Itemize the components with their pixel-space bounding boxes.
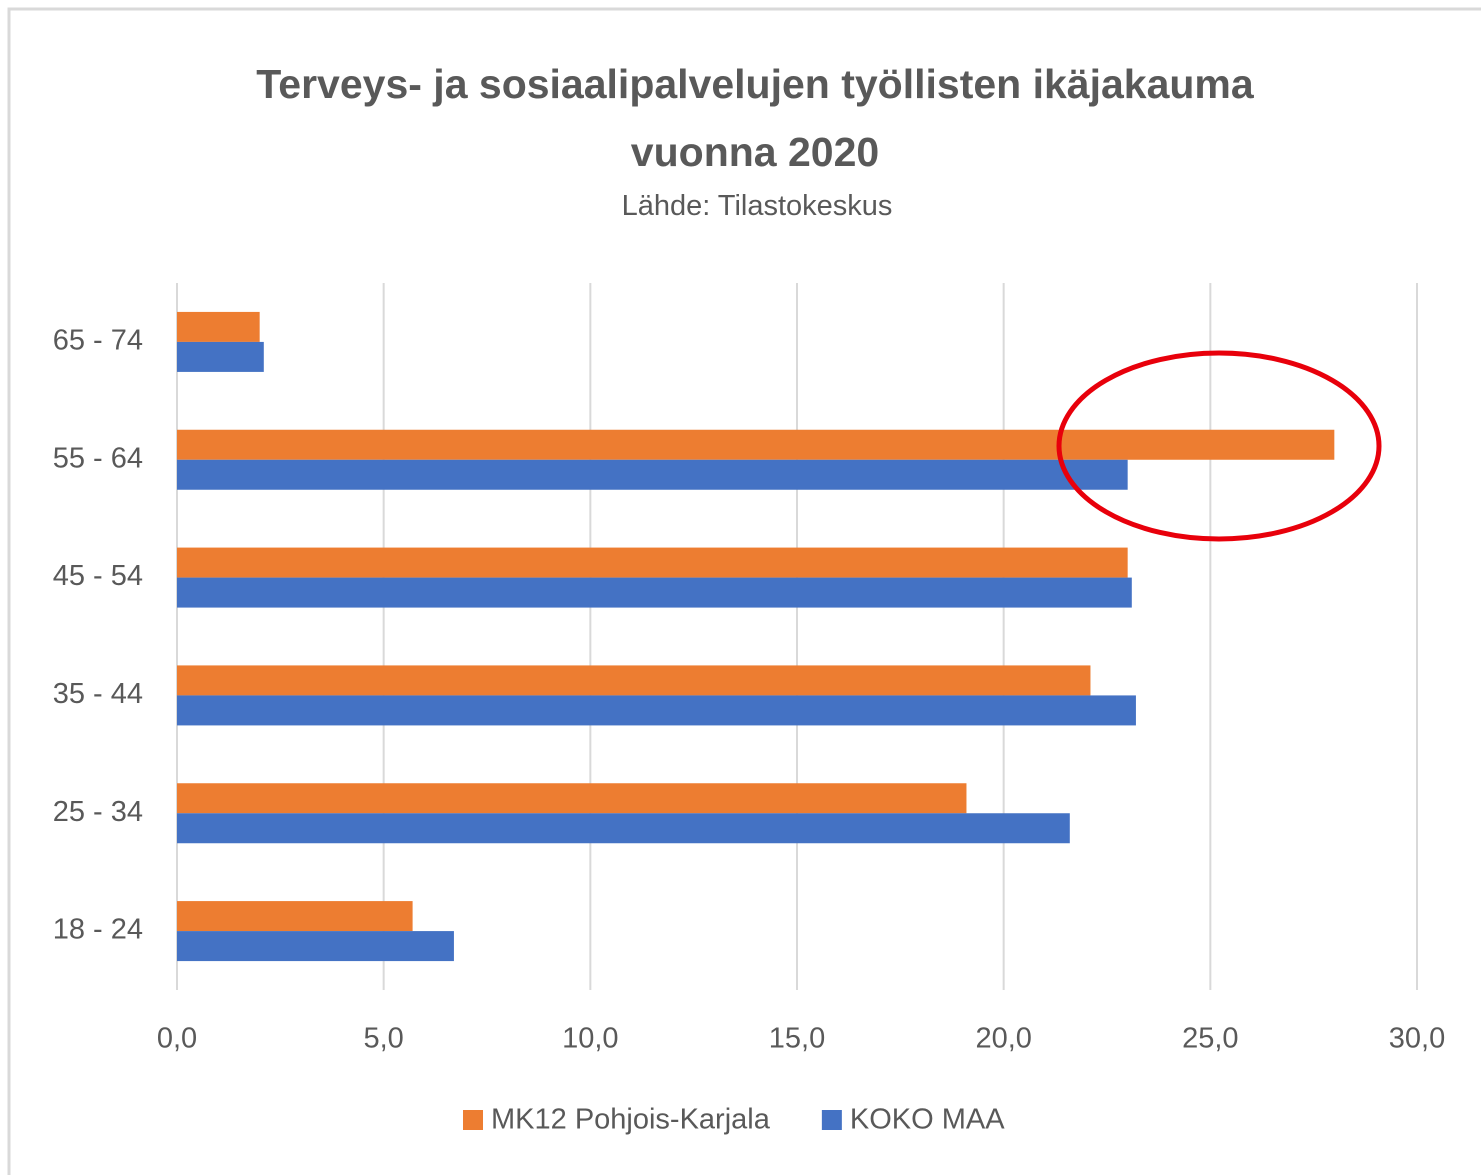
legend-label: KOKO MAA [850,1104,1005,1136]
bars [177,311,1335,962]
chart-border [7,7,1481,1175]
legend-swatch [463,1110,483,1130]
bar [177,901,413,932]
y-tick-label: 45 - 54 [53,560,143,592]
x-tick-label: 5,0 [364,1023,404,1055]
bar [177,695,1136,726]
y-tick-label: 35 - 44 [53,678,143,710]
chart-title: Terveys- ja sosiaalipalvelujen työlliste… [256,61,1254,175]
bar [177,931,454,962]
bar [177,547,1128,578]
x-tick-label: 30,0 [1389,1023,1445,1055]
legend-swatch [821,1110,842,1130]
x-tick-label: 20,0 [975,1023,1031,1055]
bar [177,341,264,372]
x-tick-label: 10,0 [562,1023,618,1055]
x-tick-label: 0,0 [157,1023,197,1055]
chart-subtitle: Lähde: Tilastokeskus [621,190,893,222]
bar [177,577,1132,608]
highlight-ellipse [1056,350,1382,542]
bar [177,311,260,342]
legend-label: MK12 Pohjois-Karjala [491,1104,771,1136]
bar [177,429,1335,460]
x-tick-label: 25,0 [1182,1023,1238,1055]
x-tick-label: 15,0 [769,1023,825,1055]
bar [177,459,1128,490]
bar [177,783,967,814]
y-tick-label: 25 - 34 [53,796,143,828]
bar [177,813,1070,844]
y-tick-label: 18 - 24 [53,914,143,946]
bar [177,665,1091,696]
y-tick-label: 65 - 74 [53,325,143,357]
y-tick-label: 55 - 64 [53,442,143,474]
grid [176,283,1418,990]
